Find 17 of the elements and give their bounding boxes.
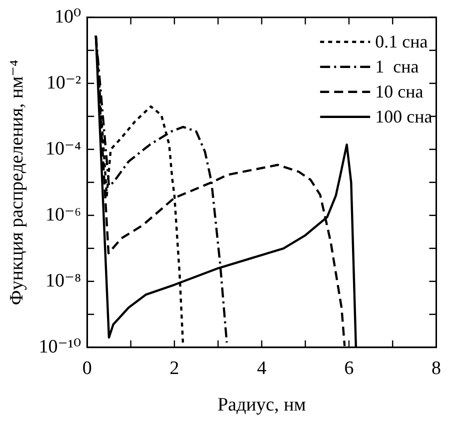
x-axis-title: Радиус, нм: [217, 394, 306, 416]
legend-label: 0.1 сна: [375, 32, 428, 52]
x-tick-label: 0: [82, 358, 92, 379]
y-tick-label: 10⁻⁴: [45, 138, 82, 160]
legend-label: 10 сна: [375, 82, 424, 102]
y-tick-label: 10⁻⁸: [45, 270, 82, 292]
legend-label: 1 сна: [375, 56, 419, 77]
y-tick-label: 10⁻²: [46, 72, 82, 94]
legend-label: 100 сна: [375, 106, 432, 127]
x-tick-label: 2: [170, 358, 180, 379]
y-tick-label: 10⁻⁶: [45, 204, 82, 226]
y-tick-label: 10⁰: [54, 6, 82, 28]
x-tick-label: 8: [432, 358, 441, 379]
y-axis-title: Функция распределения, нм⁻⁴: [6, 59, 28, 306]
y-tick-label: 10⁻¹⁰: [38, 336, 82, 358]
x-tick-label: 6: [344, 358, 354, 379]
x-tick-label: 4: [256, 358, 267, 379]
